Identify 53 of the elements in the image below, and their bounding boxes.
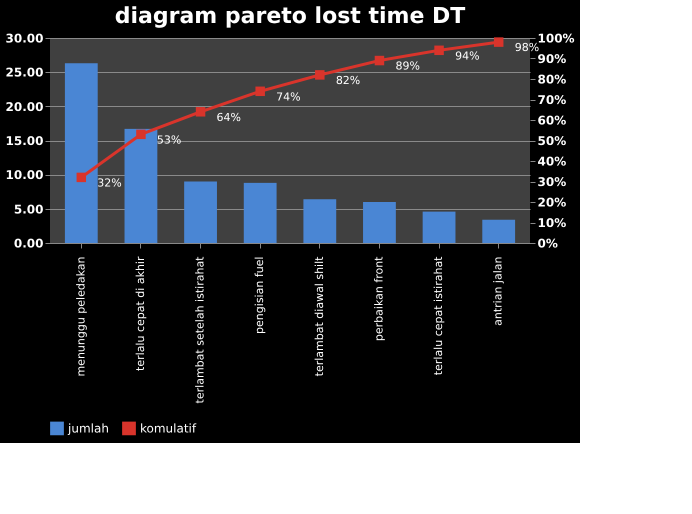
y2-tick-label: 40% — [538, 154, 566, 168]
y-tick-label: 0.00 — [14, 236, 44, 250]
legend-label: komulatif — [140, 421, 197, 436]
bar — [303, 199, 336, 243]
y-tick-label: 10.00 — [6, 168, 44, 182]
point — [494, 37, 504, 47]
x-tick-label: terlambat setelah istirahat — [194, 256, 207, 404]
data-label: 64% — [216, 110, 242, 124]
x-tick-label: antrian jalan — [492, 256, 505, 326]
bar — [124, 128, 158, 243]
data-label: 82% — [336, 74, 360, 87]
y2-tick-label: 10% — [538, 216, 566, 230]
y-tick-label: 30.00 — [6, 32, 44, 46]
bar — [422, 212, 456, 243]
y-tick-label: 5.00 — [14, 202, 44, 216]
data-label: 32% — [97, 176, 122, 190]
point — [374, 56, 384, 66]
data-label: 94% — [455, 49, 480, 62]
point — [136, 130, 146, 140]
point — [434, 46, 444, 56]
y2-tick-label: 20% — [538, 196, 566, 210]
data-label: 89% — [395, 60, 420, 73]
x-tick-label: menunggu peledakan — [74, 256, 88, 377]
x-tick-label: terlambat diawal shilt — [312, 256, 326, 376]
y2-tick-label: 100% — [538, 32, 575, 46]
y2-tick-label: 80% — [538, 72, 566, 86]
data-label: 53% — [156, 133, 182, 146]
y2-tick-label: 70% — [538, 93, 566, 107]
chart-title: diagram pareto lost time DT — [114, 4, 466, 29]
y2-tick-label: 60% — [538, 114, 566, 128]
point — [255, 86, 265, 96]
data-label: 98% — [514, 41, 540, 54]
point — [315, 70, 325, 80]
y2-tick-label: 90% — [538, 52, 566, 66]
y-tick-label: 15.00 — [6, 134, 44, 148]
bar — [363, 202, 396, 243]
bar — [184, 182, 217, 243]
y2-tick-label: 50% — [538, 134, 566, 148]
y-tick-label: 20.00 — [6, 100, 44, 114]
bar — [244, 182, 277, 243]
x-tick-label: perbaikan front — [372, 256, 386, 342]
data-label: 74% — [276, 90, 301, 104]
x-tick-label: pengisian fuel — [253, 256, 266, 334]
y2-tick-label: 30% — [538, 175, 566, 189]
point — [76, 172, 86, 182]
legend-label: jumlah — [67, 421, 109, 436]
y2-tick-label: 0% — [538, 236, 558, 250]
y-tick-label: 25.00 — [6, 66, 44, 80]
x-tick-label: terlalu cepat di akhir — [134, 256, 147, 371]
bar — [64, 63, 98, 243]
bar — [482, 220, 516, 243]
point — [196, 107, 206, 117]
x-tick-label: terlalu cepat istirahat — [432, 256, 446, 376]
